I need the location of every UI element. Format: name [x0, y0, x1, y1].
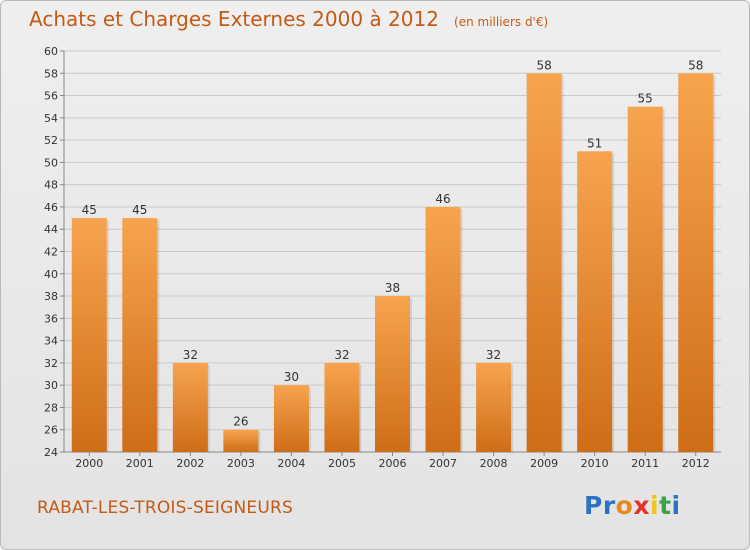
data-label: 26: [233, 415, 248, 429]
chart-title: Achats et Charges Externes 2000 à 2012: [29, 7, 439, 31]
bar: [172, 362, 208, 452]
y-tick-label: 30: [44, 379, 58, 392]
y-tick-label: 46: [44, 201, 58, 214]
data-label: 51: [587, 136, 602, 150]
x-tick-label: 2009: [530, 457, 558, 470]
y-tick-label: 40: [44, 268, 58, 281]
x-tick-label: 2008: [480, 457, 508, 470]
y-tick-label: 60: [44, 45, 58, 58]
y-tick-label: 48: [44, 179, 58, 192]
data-label: 58: [536, 58, 551, 72]
data-label: 45: [82, 203, 97, 217]
data-label: 45: [132, 203, 147, 217]
y-tick-label: 26: [44, 424, 58, 437]
bar: [71, 218, 107, 452]
logo-letter: x: [633, 491, 650, 520]
bar: [324, 362, 360, 452]
bar: [273, 385, 309, 452]
data-label: 38: [385, 281, 400, 295]
y-tick-label: 50: [44, 156, 58, 169]
logo-letter: r: [602, 491, 616, 520]
data-label: 58: [688, 58, 703, 72]
x-tick-label: 2006: [379, 457, 407, 470]
x-tick-label: 2005: [328, 457, 356, 470]
data-label: 55: [638, 92, 653, 106]
x-tick-label: 2007: [429, 457, 457, 470]
data-label: 30: [284, 370, 299, 384]
bar: [425, 206, 461, 452]
x-tick-label: 2003: [227, 457, 255, 470]
y-tick-label: 28: [44, 401, 58, 414]
y-tick-label: 54: [44, 112, 58, 125]
bar: [627, 106, 663, 452]
bar: [577, 151, 613, 452]
y-tick-label: 32: [44, 357, 58, 370]
logo-letter: P: [584, 491, 603, 520]
bar: [223, 429, 259, 452]
y-tick-label: 44: [44, 223, 58, 236]
logo-letter: i: [671, 491, 681, 520]
title-row: Achats et Charges Externes 2000 à 2012 (…: [29, 7, 548, 31]
y-tick-label: 34: [44, 335, 58, 348]
data-label: 32: [486, 348, 501, 362]
chart-subtitle: (en milliers d'€): [454, 15, 549, 29]
town-name: RABAT-LES-TROIS-SEIGNEURS: [37, 498, 293, 518]
bar: [122, 218, 158, 452]
x-tick-label: 2010: [581, 457, 609, 470]
y-tick-label: 58: [44, 67, 58, 80]
labels: 24 26 28 30 32 34 36 38 40 42 44 46 48 50 52 54 56 58 60 45…: [44, 45, 710, 470]
y-tick-label: 38: [44, 290, 58, 303]
logo-letter: t: [659, 491, 672, 520]
y-tick-label: 36: [44, 312, 58, 325]
data-label: 32: [183, 348, 198, 362]
x-tick-label: 2004: [277, 457, 305, 470]
y-tick-label: 56: [44, 90, 58, 103]
x-tick-label: 2012: [682, 457, 710, 470]
bar: [526, 73, 562, 453]
bar: [678, 73, 714, 453]
proxiti-logo: Proxiti: [584, 491, 681, 520]
bar: [476, 362, 512, 452]
bars: [71, 73, 716, 453]
x-tick-label: 2011: [631, 457, 659, 470]
y-tick-label: 42: [44, 246, 58, 259]
logo-letter: i: [650, 491, 660, 520]
x-tick-label: 2000: [75, 457, 103, 470]
data-label: 32: [334, 348, 349, 362]
logo-letter: o: [615, 491, 634, 520]
y-tick-label: 24: [44, 446, 58, 459]
x-tick-label: 2002: [176, 457, 204, 470]
x-tick-label: 2001: [126, 457, 154, 470]
data-label: 46: [435, 192, 450, 206]
bar: [375, 296, 410, 452]
y-tick-label: 52: [44, 134, 58, 147]
